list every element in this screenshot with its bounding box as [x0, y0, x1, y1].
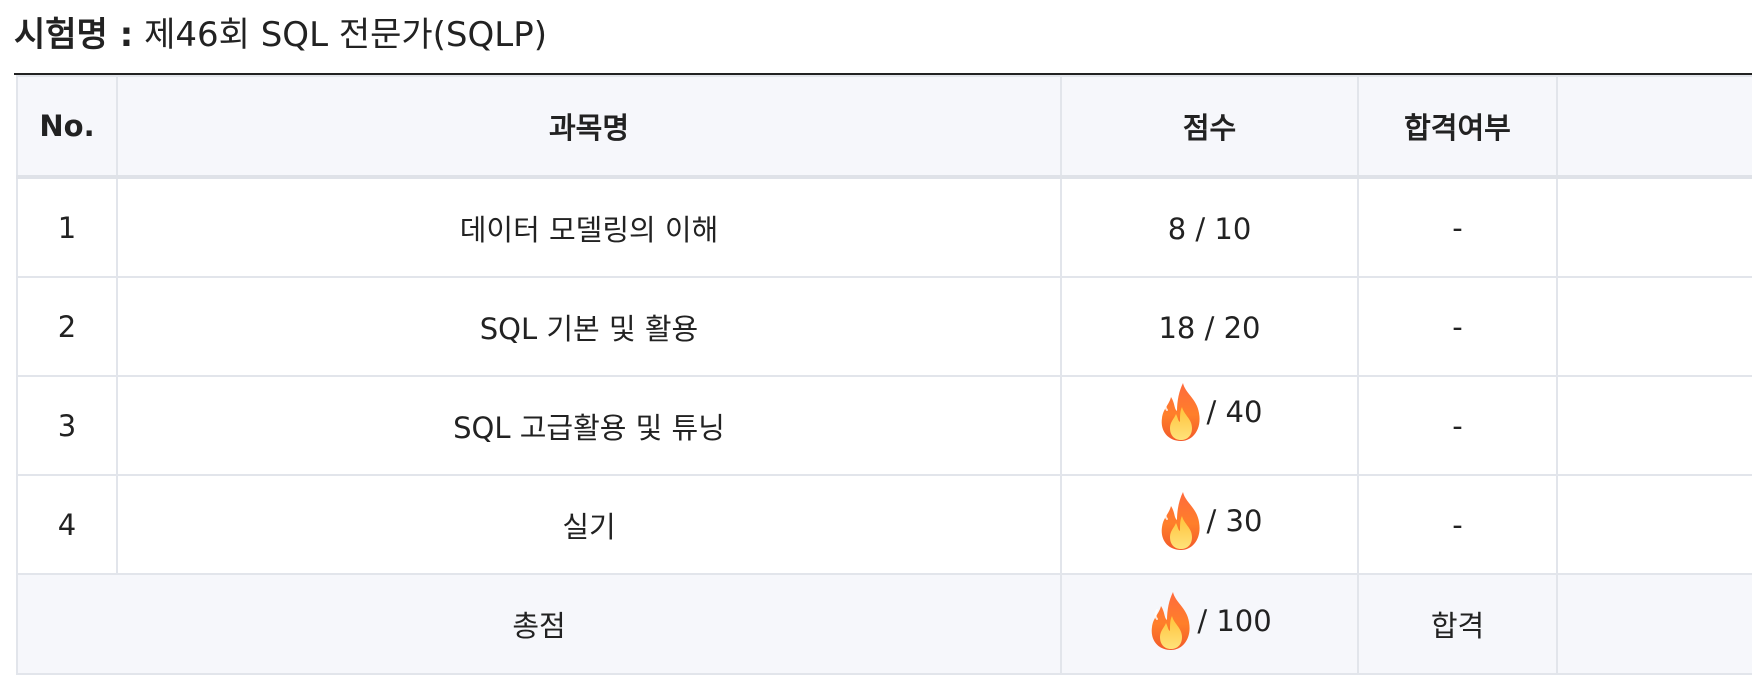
total-extra [1556, 573, 1752, 675]
header-subject: 과목명 [116, 75, 1062, 179]
total-row: 총점 / 100 합격 [16, 573, 1752, 675]
score-wrap: / 30 [1157, 490, 1263, 552]
row-pass: - [1357, 276, 1558, 377]
table-row: 2 SQL 기본 및 활용 18 / 20 - [16, 276, 1752, 377]
fire-emoji-icon [1147, 590, 1195, 652]
row-extra [1556, 276, 1752, 377]
header-score: 점수 [1060, 75, 1359, 179]
table-row: 1 데이터 모델링의 이해 8 / 10 - [16, 176, 1752, 278]
table-row: 4 실기 / 30 - [16, 474, 1752, 575]
row-subject: SQL 기본 및 활용 [116, 276, 1062, 377]
row-no: 2 [16, 276, 118, 377]
score-value: 18 / 20 [1158, 310, 1261, 345]
score-wrap: / 40 [1157, 381, 1263, 443]
total-label: 총점 [16, 573, 1062, 675]
table-header-row: No. 과목명 점수 합격여부 [16, 75, 1752, 179]
score-value: / 40 [1206, 395, 1263, 429]
header-pass: 합격여부 [1357, 75, 1558, 179]
exam-title-label: 시험명 : [14, 15, 134, 55]
fire-emoji-icon [1157, 381, 1205, 443]
total-pass: 합격 [1357, 573, 1558, 675]
fire-emoji-icon [1157, 490, 1205, 552]
exam-title: 시험명 : 제46회 SQL 전문가(SQLP) [14, 12, 547, 58]
row-score: / 30 [1060, 474, 1359, 575]
row-subject: SQL 고급활용 및 튜닝 [116, 375, 1062, 476]
table-row: 3 SQL 고급활용 및 튜닝 / 40 - [16, 375, 1752, 476]
header-no: No. [16, 75, 118, 179]
row-extra [1556, 176, 1752, 278]
row-pass: - [1357, 176, 1558, 278]
score-value: 8 / 10 [1167, 211, 1252, 246]
score-table: No. 과목명 점수 합격여부 1 데이터 모델링의 이해 8 / 10 - 2… [16, 75, 1752, 675]
row-no: 1 [16, 176, 118, 278]
row-pass: - [1357, 474, 1558, 575]
row-extra [1556, 375, 1752, 476]
row-subject: 데이터 모델링의 이해 [116, 176, 1062, 278]
header-extra [1556, 75, 1752, 179]
score-wrap: / 100 [1147, 590, 1272, 652]
row-no: 4 [16, 474, 118, 575]
row-no: 3 [16, 375, 118, 476]
title-divider [14, 73, 1752, 75]
row-subject: 실기 [116, 474, 1062, 575]
row-extra [1556, 474, 1752, 575]
row-pass: - [1357, 375, 1558, 476]
row-score: 18 / 20 [1060, 276, 1359, 377]
exam-title-value: 제46회 SQL 전문가(SQLP) [144, 15, 547, 55]
total-score-value: / 100 [1197, 603, 1272, 638]
row-score: 8 / 10 [1060, 176, 1359, 278]
row-score: / 40 [1060, 375, 1359, 476]
score-value: / 30 [1206, 504, 1263, 538]
total-score: / 100 [1060, 573, 1359, 675]
